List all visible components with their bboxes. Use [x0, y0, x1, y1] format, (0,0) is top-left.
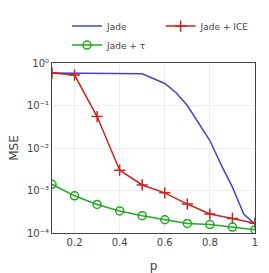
svg-text:0.8: 0.8	[202, 237, 218, 248]
svg-text:10⁻¹: 10⁻¹	[27, 100, 49, 111]
svg-text:10⁰: 10⁰	[32, 58, 49, 69]
svg-text:Jade + ICE: Jade + ICE	[200, 22, 249, 32]
svg-text:p: p	[150, 259, 158, 273]
svg-text:0.4: 0.4	[112, 237, 128, 248]
svg-text:10⁻⁴: 10⁻⁴	[27, 228, 49, 239]
svg-text:0.6: 0.6	[157, 237, 173, 248]
svg-text:10⁻²: 10⁻²	[27, 143, 49, 154]
svg-text:10⁻³: 10⁻³	[27, 185, 49, 196]
svg-text:1: 1	[252, 237, 258, 248]
svg-text:0.2: 0.2	[67, 237, 83, 248]
svg-text:MSE: MSE	[7, 135, 21, 161]
svg-text:Jade + τ: Jade + τ	[106, 41, 145, 51]
svg-text:Jade: Jade	[106, 22, 127, 32]
